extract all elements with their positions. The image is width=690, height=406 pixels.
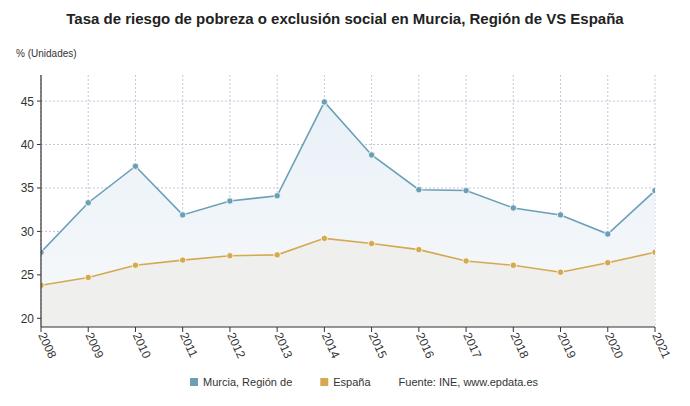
x-tick-label: 2012 <box>224 330 248 360</box>
point <box>179 257 185 263</box>
x-tick-label: 2021 <box>649 330 673 360</box>
point <box>463 258 469 264</box>
y-axis-label: % (Unidades) <box>16 48 77 59</box>
x-tick <box>513 327 514 332</box>
point <box>605 259 611 265</box>
point <box>85 274 91 280</box>
x-tick <box>182 327 183 332</box>
x-tick <box>466 327 467 332</box>
point <box>368 152 374 158</box>
point <box>652 187 655 193</box>
legend-label: España <box>333 376 371 388</box>
x-tick <box>135 327 136 332</box>
point <box>368 240 374 246</box>
point <box>132 163 138 169</box>
point <box>652 249 655 255</box>
x-tick-label: 2014 <box>319 330 343 360</box>
point <box>557 212 563 218</box>
x-tick-label: 2015 <box>366 330 390 360</box>
point <box>179 212 185 218</box>
x-tick-label: 2008 <box>35 330 59 360</box>
legend-swatch <box>320 378 328 386</box>
x-tick-label: 2016 <box>413 330 437 360</box>
legend: Murcia, Región de España Fuente: INE, www.… <box>190 376 539 388</box>
legend-label: Murcia, Región de <box>203 376 292 388</box>
area <box>41 238 655 327</box>
x-tick-label: 2011 <box>177 330 201 360</box>
point <box>132 262 138 268</box>
point <box>321 99 327 105</box>
line <box>41 238 655 285</box>
x-axis-line <box>41 326 655 327</box>
x-tick-label: 2019 <box>555 330 579 360</box>
x-tick <box>655 327 656 332</box>
x-tick <box>371 327 372 332</box>
y-tick-label: 40 <box>21 138 35 152</box>
point <box>274 252 280 258</box>
point <box>463 187 469 193</box>
y-tick-label: 20 <box>21 312 35 326</box>
point <box>510 205 516 211</box>
x-tick-label: 2009 <box>83 330 107 360</box>
chart: Tasa de riesgo de pobreza o exclusión so… <box>0 0 690 406</box>
y-tick-label: 35 <box>21 181 35 195</box>
point <box>416 187 422 193</box>
x-tick <box>560 327 561 332</box>
x-tick-label: 2020 <box>602 330 626 360</box>
y-axis-line <box>40 75 41 327</box>
x-tick <box>418 327 419 332</box>
x-tick <box>324 327 325 332</box>
title: Tasa de riesgo de pobreza o exclusión so… <box>66 10 624 27</box>
x-tick <box>607 327 608 332</box>
point <box>85 200 91 206</box>
x-tick <box>229 327 230 332</box>
x-tick <box>41 327 42 332</box>
legend-swatch <box>190 378 198 386</box>
x-tick-label: 2013 <box>271 330 295 360</box>
point <box>510 262 516 268</box>
x-tick-label: 2017 <box>460 330 484 360</box>
x-grid-line <box>41 75 42 327</box>
point <box>227 253 233 259</box>
x-tick <box>277 327 278 332</box>
point <box>274 193 280 199</box>
x-tick-label: 2010 <box>130 330 154 360</box>
point <box>605 231 611 237</box>
plot-area <box>41 99 655 327</box>
line <box>41 102 655 252</box>
x-tick <box>88 327 89 332</box>
source: Fuente: INE, www.epdata.es <box>399 376 539 388</box>
point <box>557 269 563 275</box>
point <box>227 198 233 204</box>
grid <box>37 75 655 327</box>
y-tick-label: 25 <box>21 268 35 282</box>
x-tick-label: 2018 <box>508 330 532 360</box>
y-tick-label: 45 <box>21 95 35 109</box>
y-grid-line <box>41 101 655 102</box>
area <box>41 102 655 327</box>
point <box>416 246 422 252</box>
point <box>321 235 327 241</box>
y-tick-label: 30 <box>21 225 35 239</box>
